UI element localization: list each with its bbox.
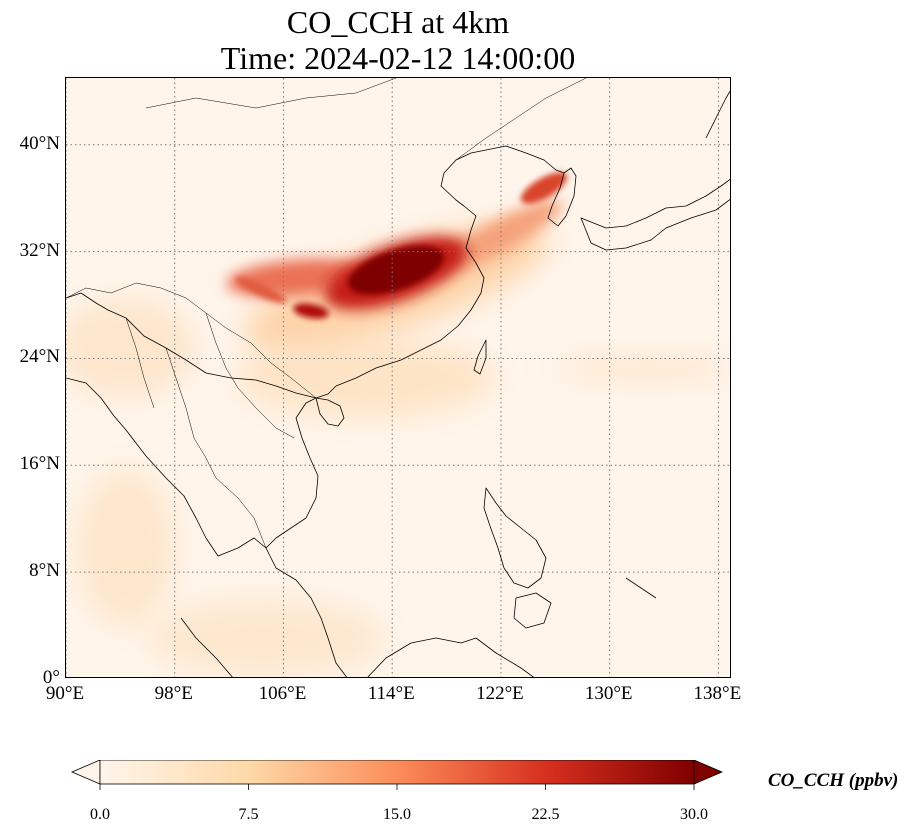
coastline-taiwan <box>473 339 487 375</box>
plume-core <box>348 245 444 295</box>
coastline-micro-islands <box>625 577 657 599</box>
lon-tick-label: 122°E <box>476 683 524 704</box>
colorbar-tick-label: 0.0 <box>90 806 110 823</box>
lon-tick-label: 106°E <box>258 683 307 704</box>
coastline-vietnam <box>265 397 319 549</box>
coastline-korea <box>547 167 577 227</box>
map-panel[interactable] <box>65 77 731 678</box>
colorbar-ticks <box>99 784 695 790</box>
plume-korea-hotspot <box>520 172 568 204</box>
colorbar <box>70 760 724 790</box>
colorbar-extend-high <box>693 760 724 785</box>
field-haze-south <box>146 598 386 677</box>
coastlines <box>66 90 730 677</box>
coastline-hainan <box>315 397 345 427</box>
map-gridlines <box>66 78 730 677</box>
lon-tick-label: 138°E <box>693 683 742 704</box>
map-subtitle-time: Time: 2024-02-12 14:00:00 <box>220 40 576 76</box>
lat-tick-label: 24°N <box>19 346 60 368</box>
coastline-mindanao <box>513 592 552 629</box>
lat-tick-label: 40°N <box>19 132 60 154</box>
coastline-sumatra <box>180 617 233 677</box>
coastline-hokkaido <box>705 90 730 139</box>
map-canvas <box>66 78 730 677</box>
border-mongolia <box>145 78 397 109</box>
lat-tick-label: 16°N <box>19 453 60 475</box>
lat-tick-label: 32°N <box>19 239 60 261</box>
colorbar-tick-label: 7.5 <box>238 806 259 823</box>
colorbar-extend-low <box>70 760 101 785</box>
colorbar-gradient <box>99 760 695 785</box>
coastline-japan <box>580 178 730 251</box>
map-title: CO_CCH at 4km <box>286 4 510 40</box>
colorbar-tick-label: 22.5 <box>531 806 560 823</box>
colorbar-tick-label: 30.0 <box>680 806 708 823</box>
coastline-china <box>66 145 565 399</box>
border-myanmar <box>125 317 155 409</box>
lon-tick-label: 90°E <box>45 683 85 704</box>
plume-fragment-sw <box>293 303 329 319</box>
field-haze-pacific <box>556 354 730 382</box>
border-thailand <box>165 347 267 549</box>
lon-tick-label: 98°E <box>154 683 193 704</box>
plume-fragment-west <box>235 276 287 304</box>
lon-tick-label: 114°E <box>367 683 415 704</box>
coastline-philippines-luzon <box>483 487 547 589</box>
lat-tick-label: 8°N <box>29 560 60 582</box>
border-laos <box>205 312 295 439</box>
border-china-south <box>66 282 317 399</box>
colorbar-title: CO_CCH (ppbv) <box>768 770 899 791</box>
field-haze-west <box>66 298 196 398</box>
lon-tick-label: 130°E <box>584 683 633 704</box>
country-borders <box>66 78 587 549</box>
colorbar-tick-label: 15.0 <box>383 806 411 823</box>
border-northeast <box>455 78 587 161</box>
lat-tick-label: 0° <box>42 667 60 688</box>
coastline-borneo <box>367 637 534 677</box>
field-haze-bay <box>76 468 176 628</box>
coastline-indochina <box>66 377 347 677</box>
